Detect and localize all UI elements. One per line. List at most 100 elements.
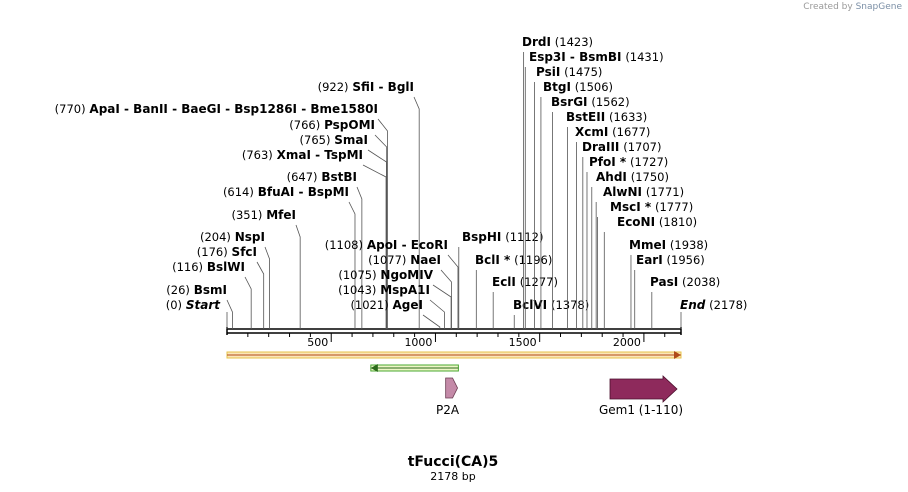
site-name: NgoMIV — [380, 268, 433, 282]
snapgene-logo: SnapGene — [855, 2, 902, 12]
site-label: (1108) ApoI - EcoRI — [325, 238, 448, 252]
site-label: (765) SmaI — [300, 133, 368, 147]
site-name: PspOMI — [324, 118, 375, 132]
site-mmei[interactable]: MmeI (1938) — [629, 238, 708, 329]
site-label: MscI * (1777) — [610, 200, 693, 214]
site-name: BspHI — [462, 230, 501, 244]
site-bsphi[interactable]: BspHI (1112) — [458, 230, 544, 329]
site-eari[interactable]: EarI (1956) — [634, 253, 705, 329]
site-label: (1075) NgoMIV — [338, 268, 433, 282]
site-sfii[interactable]: (922) SfiI - BglI — [318, 80, 420, 329]
site-position: (765) — [300, 133, 331, 147]
site-ecli[interactable]: EclI (1277) — [492, 275, 558, 329]
site-position: (1075) — [338, 268, 376, 282]
site-position: (1633) — [609, 110, 647, 124]
site-name: BfuAI - BspMI — [258, 185, 349, 199]
site-btgi[interactable]: BtgI (1506) — [540, 80, 613, 329]
site-position: (1378) — [551, 298, 589, 312]
green-arrow-head — [370, 364, 378, 372]
site-bslwi[interactable]: (116) BslWI — [172, 260, 252, 329]
site-label: (1021) AgeI — [350, 298, 423, 312]
site-name: EclI — [492, 275, 516, 289]
site-position: (1771) — [646, 185, 684, 199]
site-position: (176) — [197, 245, 228, 259]
site-econi[interactable]: EcoNI (1810) — [603, 215, 697, 329]
site-label: (0) Start — [166, 298, 222, 312]
site-position: (116) — [172, 260, 203, 274]
site-bsteii[interactable]: BstEII (1633) — [566, 110, 647, 329]
site-leader — [429, 299, 445, 329]
site-label: (26) BsmI — [166, 283, 227, 297]
site-position: (770) — [55, 102, 86, 116]
site-leader — [356, 186, 363, 329]
site-position: (1562) — [591, 95, 629, 109]
site-sfci[interactable]: (176) SfcI — [197, 245, 265, 329]
site-apoi[interactable]: (1108) ApoI - EcoRI — [325, 238, 459, 329]
site-ngomiv[interactable]: (1075) NgoMIV — [338, 268, 452, 329]
site-msci[interactable]: MscI * (1777) — [597, 200, 693, 329]
site-position: (1938) — [670, 238, 708, 252]
site-position: (1431) — [625, 50, 663, 64]
site-label: XcmI (1677) — [575, 125, 650, 139]
site-bsrgi[interactable]: BsrGI (1562) — [551, 95, 630, 329]
site-bstbi[interactable]: (647) BstBI — [287, 170, 363, 329]
site-drdi[interactable]: DrdI (1423) — [522, 35, 593, 329]
site-name: BsrGI — [551, 95, 588, 109]
site-mspa1i[interactable]: (1043) MspA1I — [338, 283, 445, 329]
site-label: PasI (2038) — [650, 275, 720, 289]
gem1-feature[interactable] — [609, 375, 678, 403]
site-label: AhdI (1750) — [596, 170, 669, 184]
site-apai[interactable]: (770) ApaI - BanII - BaeGI - Bsp1286I - … — [55, 102, 388, 329]
site-position: (1423) — [555, 35, 593, 49]
site-xmai[interactable]: (763) XmaI - TspMI — [242, 148, 387, 329]
site-label: (763) XmaI - TspMI — [242, 148, 363, 162]
site-name: PasI — [650, 275, 678, 289]
site-draiii[interactable]: DraIII (1707) — [582, 140, 661, 329]
site-label: (770) ApaI - BanII - BaeGI - Bsp1286I - … — [55, 102, 378, 116]
site-position: (1810) — [659, 215, 697, 229]
site-psii[interactable]: PsiI (1475) — [534, 65, 602, 329]
site-leader — [256, 261, 265, 329]
site-bclvi[interactable]: BclVI (1378) — [513, 298, 589, 329]
site-start[interactable]: (0) Start — [166, 298, 228, 329]
site-name: SfcI — [232, 245, 257, 259]
site-position: (763) — [242, 148, 273, 162]
site-xcmi[interactable]: XcmI (1677) — [575, 125, 650, 329]
site-position: (204) — [200, 230, 231, 244]
site-leader — [440, 269, 452, 329]
site-position: (1196) — [514, 253, 552, 267]
site-bsmi[interactable]: (26) BsmI — [166, 283, 233, 329]
site-name: BtgI — [543, 80, 571, 94]
site-end[interactable]: End (2178) — [680, 298, 747, 329]
map-length: 2178 bp — [430, 470, 475, 483]
site-leader — [348, 201, 356, 329]
site-bfuai[interactable]: (614) BfuAI - BspMI — [223, 185, 356, 329]
site-label: (176) SfcI — [197, 245, 257, 259]
site-name: XcmI — [575, 125, 608, 139]
site-nspi[interactable]: (204) NspI — [200, 230, 270, 329]
site-label: BclVI (1378) — [513, 298, 589, 312]
site-ahdi[interactable]: AhdI (1750) — [591, 170, 669, 329]
site-leader — [422, 314, 441, 329]
axis-tick-label: 1000 — [404, 336, 432, 349]
site-name: DraIII — [582, 140, 619, 154]
site-esp3i[interactable]: Esp3I - BsmBI (1431) — [524, 50, 664, 329]
site-label: (922) SfiI - BglI — [318, 80, 414, 94]
site-pasi[interactable]: PasI (2038) — [650, 275, 720, 329]
site-label: MmeI (1938) — [629, 238, 708, 252]
site-naei[interactable]: (1077) NaeI — [368, 253, 452, 329]
site-name: EarI — [636, 253, 663, 267]
site-alwni[interactable]: AlwNI (1771) — [595, 185, 684, 329]
site-label: End (2178) — [680, 298, 747, 312]
site-pfoi[interactable]: PfoI * (1727) — [586, 155, 668, 329]
site-mfei[interactable]: (351) MfeI — [231, 208, 301, 329]
site-name: DrdI — [522, 35, 551, 49]
site-position: (26) — [166, 283, 190, 297]
site-label: EclI (1277) — [492, 275, 558, 289]
site-leader — [413, 96, 420, 329]
site-pspomi[interactable]: (766) PspOMI — [289, 118, 388, 329]
site-label: AlwNI (1771) — [603, 185, 684, 199]
p2a-feature[interactable] — [445, 377, 458, 399]
site-agei[interactable]: (1021) AgeI — [350, 298, 441, 329]
